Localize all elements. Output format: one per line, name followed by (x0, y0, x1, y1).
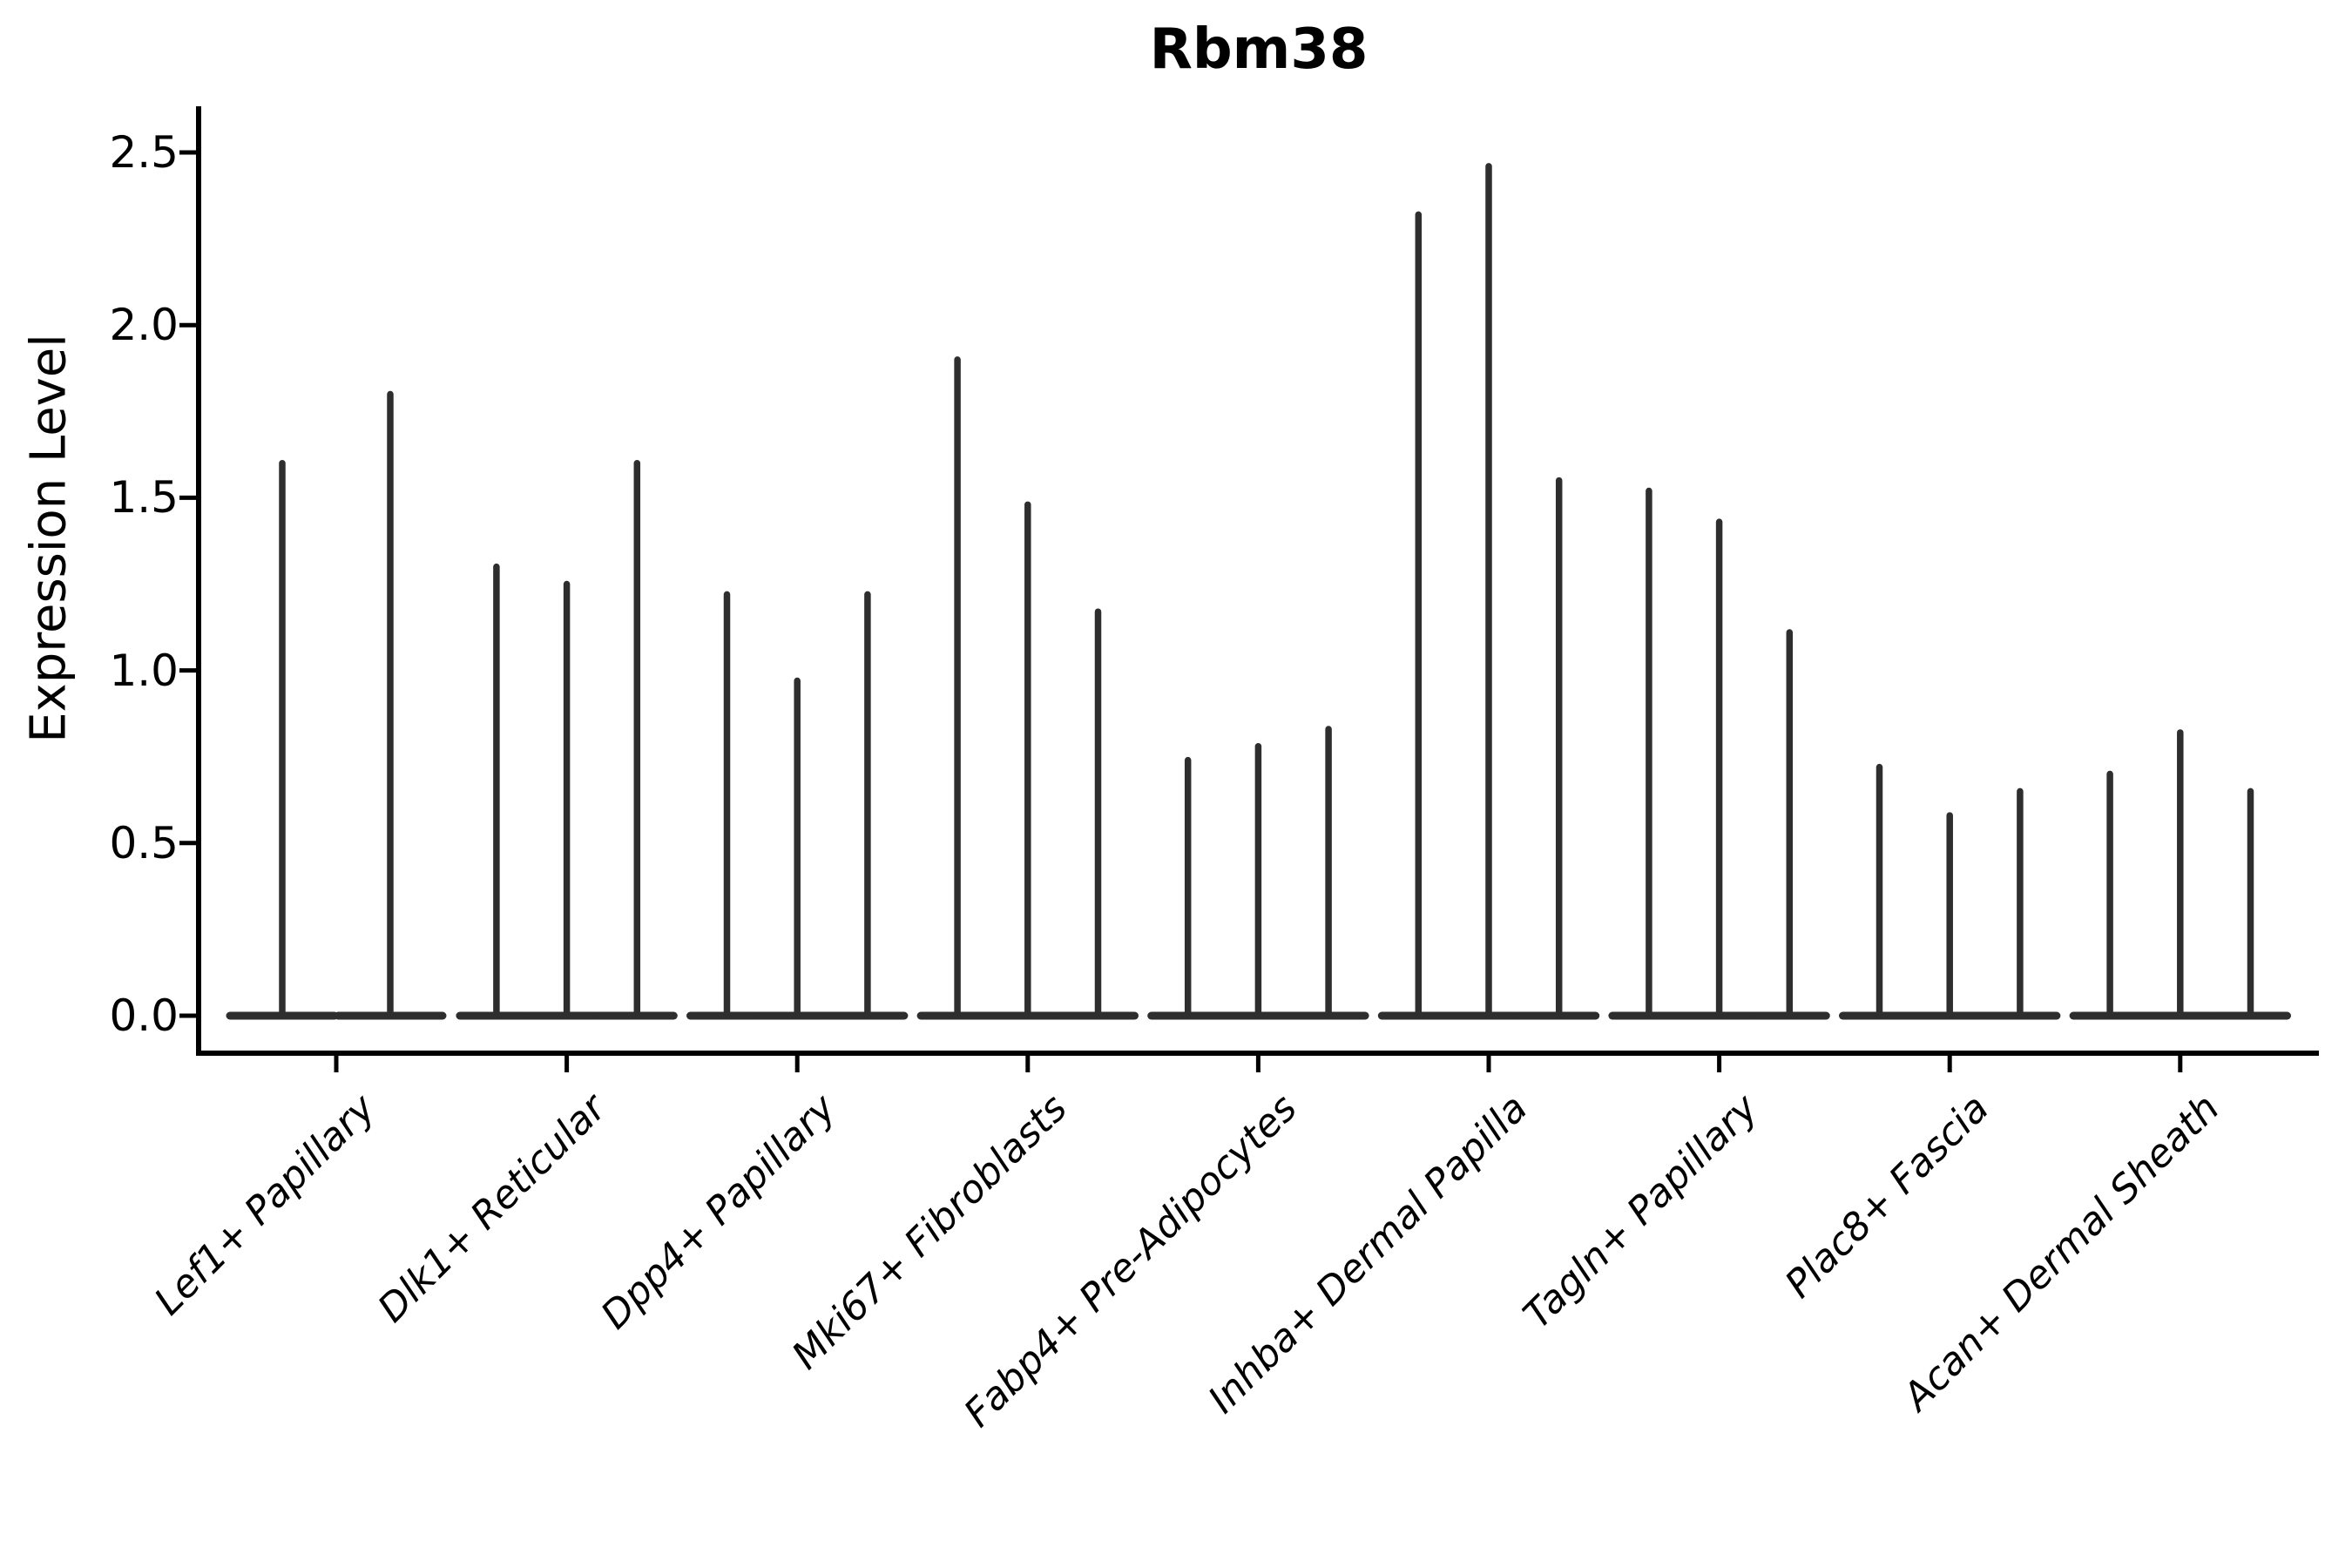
y-tick-label: 2.5 (109, 127, 179, 178)
y-tick-label: 2.0 (109, 300, 179, 351)
y-tick-label: 1.5 (109, 472, 179, 524)
chart-title: Rbm38 (1149, 17, 1369, 82)
y-tick-label: 1.0 (109, 645, 179, 696)
y-tick-label: 0.0 (109, 990, 179, 1041)
y-tick-label: 0.5 (109, 817, 179, 868)
